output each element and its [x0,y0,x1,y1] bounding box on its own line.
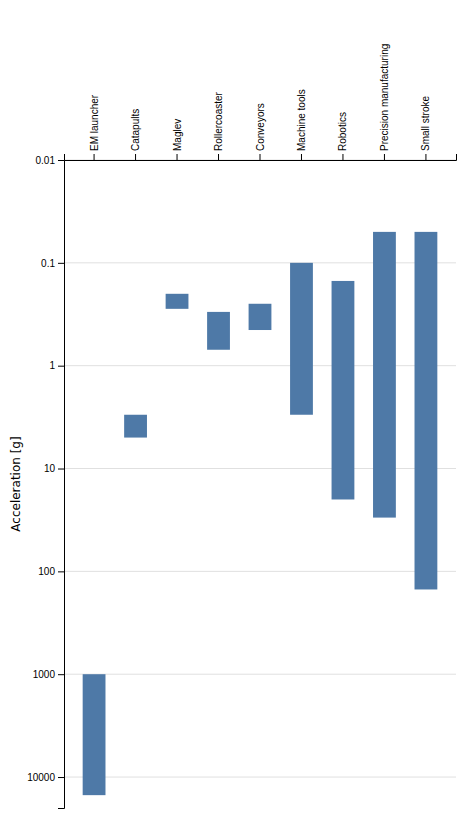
x-tick-label: Machine tools [296,89,307,151]
y-tick-mark [58,469,64,470]
x-tick-label: Precision manufacturing [379,44,390,151]
grid-line [64,365,456,366]
y-tick-label: 10000 [27,772,55,783]
y-tick-label: 1000 [33,669,56,680]
y-tick-mark [58,571,64,572]
y-tick: 0.01 [36,155,64,166]
y-tick-mark [58,777,64,778]
bar [83,674,106,795]
plot: 0.01 0.1 1 10 100 1000 10000 EM launcher Catapul… [27,44,456,809]
chart: 0.01 0.1 1 10 100 1000 10000 EM launcher Catapul… [0,0,474,824]
y-axis-title: Acceleration [g] [9,436,23,531]
y-tick: 10 [44,463,64,474]
bar [415,232,438,590]
x-tick-mark [218,154,219,160]
y-tick-mark [58,160,64,161]
grid-line [64,674,456,675]
bar [124,415,147,438]
bar [290,263,313,415]
x-axis-line [65,154,457,161]
x-tick-mark [425,154,426,160]
x-tick-label: Small stroke [420,96,431,151]
x-tick-mark [135,154,136,160]
y-tick-label: 0.1 [41,258,55,269]
x-tick-mark [94,154,95,160]
y-tick: 1000 [33,669,64,680]
y-tick-label: 1 [49,360,55,371]
grid-line [64,468,456,469]
y-tick: 1 [49,360,64,371]
y-tick-label: 0.01 [36,155,56,166]
x-tick-label: Rollercoaster [213,91,224,151]
grid-line [64,777,456,778]
bar [207,312,230,350]
y-tick: 10000 [27,772,64,783]
x-tick-label: Maglev [172,119,183,151]
y-tick-mark [58,674,64,675]
x-tick: Conveyors [255,103,266,160]
y-axis-line [58,161,65,809]
x-tick-label: EM launcher [89,94,100,151]
bar [332,281,355,500]
x-tick-mark [177,154,178,160]
x-tick: Machine tools [296,89,307,160]
y-tick-mark [58,366,64,367]
grid-line [64,571,456,572]
y-tick-label: 100 [38,566,55,577]
x-tick: Precision manufacturing [379,44,390,160]
x-axis: EM launcher Catapults Maglev Rollercoaster C… [65,44,457,161]
x-tick-mark [342,154,343,160]
y-axis: 0.01 0.1 1 10 100 1000 10000 [27,155,64,809]
bar [166,294,189,309]
x-tick: EM launcher [89,94,100,160]
bar [249,304,272,330]
x-tick-label: Catapults [130,109,141,151]
x-tick: Rollercoaster [213,91,224,160]
y-tick: 100 [38,566,64,577]
x-tick-mark [260,154,261,160]
bar [373,232,396,518]
x-tick-label: Robotics [337,112,348,151]
y-tick-mark [58,263,64,264]
grid-line [64,262,456,263]
x-tick-label: Conveyors [255,103,266,151]
y-tick-label: 10 [44,463,56,474]
x-tick-mark [384,154,385,160]
x-tick-mark [301,154,302,160]
x-tick: Maglev [172,119,183,160]
bars [83,232,438,795]
x-tick: Catapults [130,109,141,160]
x-tick: Robotics [337,112,348,160]
x-tick: Small stroke [420,96,431,160]
grid [64,160,456,777]
y-tick: 0.1 [41,258,64,269]
